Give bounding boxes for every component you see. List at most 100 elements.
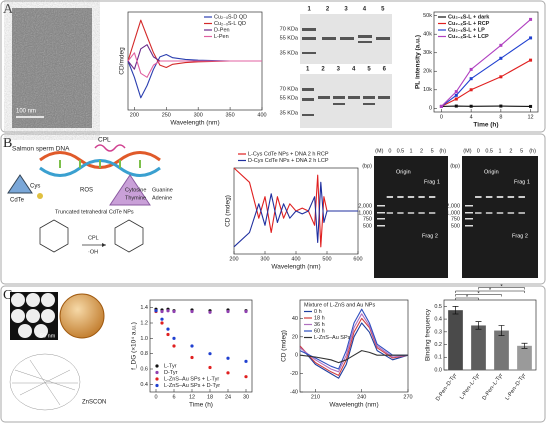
marker	[499, 104, 503, 108]
marker	[469, 67, 473, 71]
gel-annotation: Frag 2	[422, 233, 438, 239]
schematic-label: Salmon sperm DNA	[12, 146, 70, 153]
legend-label: L-Cys CdTe NPs + DNA 2 h RCP	[248, 151, 329, 157]
marker	[469, 104, 473, 108]
plot-frame	[443, 299, 537, 371]
x-tick-label: 4	[470, 114, 473, 120]
x-tick-label: 500	[322, 256, 331, 262]
schematic-label: Adenine	[152, 195, 172, 201]
y-axis-label: Binding frequency	[425, 308, 432, 361]
series-line	[127, 19, 262, 69]
legend-swatch	[155, 370, 159, 375]
panel-frame	[0, 0, 546, 133]
gel-band	[377, 218, 385, 220]
marker	[469, 88, 473, 92]
significance-bracket	[455, 294, 502, 297]
gel-band	[518, 196, 525, 198]
bar	[448, 310, 463, 370]
y-tick-label: 40	[292, 316, 298, 322]
y-axis-label: CD (mdeg)	[281, 330, 288, 362]
x-tick-label: 12	[189, 394, 195, 400]
marker	[529, 58, 533, 62]
point	[226, 356, 230, 360]
significance-bracket	[455, 290, 525, 293]
lane-label: 2	[420, 148, 423, 154]
series-line	[127, 53, 262, 99]
x-tick-label: D-Pen–L-Tyr	[482, 372, 505, 401]
point	[190, 355, 194, 360]
x-tick-label: 0	[154, 394, 157, 400]
panel-label: A	[3, 2, 14, 17]
gel-band	[507, 196, 515, 198]
gel-band	[485, 196, 493, 198]
ladder-label: 2,000	[446, 203, 460, 209]
legend-label: Cu₂₋ₓS-L QD	[214, 21, 246, 27]
gel-band	[397, 196, 404, 198]
ladder-label: 1,000	[446, 210, 460, 216]
y-tick-label: 20	[292, 334, 298, 340]
gel-band	[397, 212, 404, 214]
schematic-label: ·OH	[88, 249, 98, 255]
marker	[529, 36, 533, 40]
gel-band	[475, 196, 482, 198]
x-tick-label: 200	[229, 256, 238, 262]
lane-label: 3	[337, 67, 341, 73]
x-tick-label: 24	[225, 394, 231, 400]
scale-bar-label: 50 nm	[40, 333, 56, 339]
gel-band	[475, 212, 482, 214]
marker	[529, 104, 533, 108]
legend-label: L-ZnS–Au SPs + L-Tyr	[164, 376, 219, 382]
gel-band	[496, 212, 504, 214]
gel-band	[485, 212, 493, 214]
supraparticle	[59, 293, 105, 339]
legend-label: D-Pen	[214, 27, 230, 33]
schematic-label: Guanine	[152, 187, 173, 193]
point	[226, 371, 230, 375]
point	[190, 344, 194, 348]
series-line	[299, 322, 409, 379]
legend-swatch	[155, 377, 159, 381]
x-tick-label: 8	[499, 114, 502, 120]
gel-band	[386, 196, 394, 198]
bar	[471, 325, 486, 370]
gel	[374, 156, 448, 278]
x-tick-label: 600	[353, 256, 362, 262]
lane-label: 5	[381, 7, 385, 13]
y-tick-label: 10k	[423, 87, 432, 93]
gel	[462, 156, 538, 278]
y-tick-label: 1.2	[140, 320, 148, 326]
x-tick-label: 30	[243, 394, 249, 400]
x-tick-label: L-Pen–L-Tyr	[459, 372, 481, 400]
x-tick-label: 250	[162, 112, 171, 118]
point	[226, 309, 230, 314]
material-label: ZnSCON	[82, 400, 106, 406]
point	[166, 332, 170, 337]
y-tick-label: 0.1	[434, 355, 442, 361]
y-axis-label: CD/mdeg	[119, 47, 126, 75]
schematic-label: Cys	[30, 184, 40, 190]
gel-annotation: Origin	[396, 169, 411, 175]
legend-label: L-Pen	[214, 34, 229, 40]
legend-title: Mixture of L-ZnS and Au NPs	[304, 302, 375, 308]
legend-label: L-ZnS–Au SPs + D-Tyr	[164, 383, 220, 389]
series-line	[127, 44, 262, 70]
scale-bar-label: 100 nm	[16, 109, 36, 115]
lane-label: 5	[367, 67, 371, 73]
lane-label: 5	[520, 148, 523, 154]
gel-band	[465, 218, 473, 220]
gel-band	[377, 212, 385, 214]
marker-label: 35 KDa	[280, 50, 299, 56]
series-line	[233, 181, 358, 248]
x-tick-label: 240	[357, 394, 366, 400]
lane-label: 1	[409, 148, 412, 154]
point	[172, 309, 176, 314]
panel-frame	[0, 285, 546, 423]
lane-label: (M)	[463, 148, 471, 154]
point	[208, 365, 212, 370]
lane-label: 1	[498, 148, 501, 154]
x-tick-label: 6	[172, 394, 175, 400]
marker	[454, 90, 458, 94]
series-line	[441, 37, 531, 107]
ladder-label: 2,000	[358, 203, 372, 209]
ladder-label: 750	[363, 216, 372, 222]
